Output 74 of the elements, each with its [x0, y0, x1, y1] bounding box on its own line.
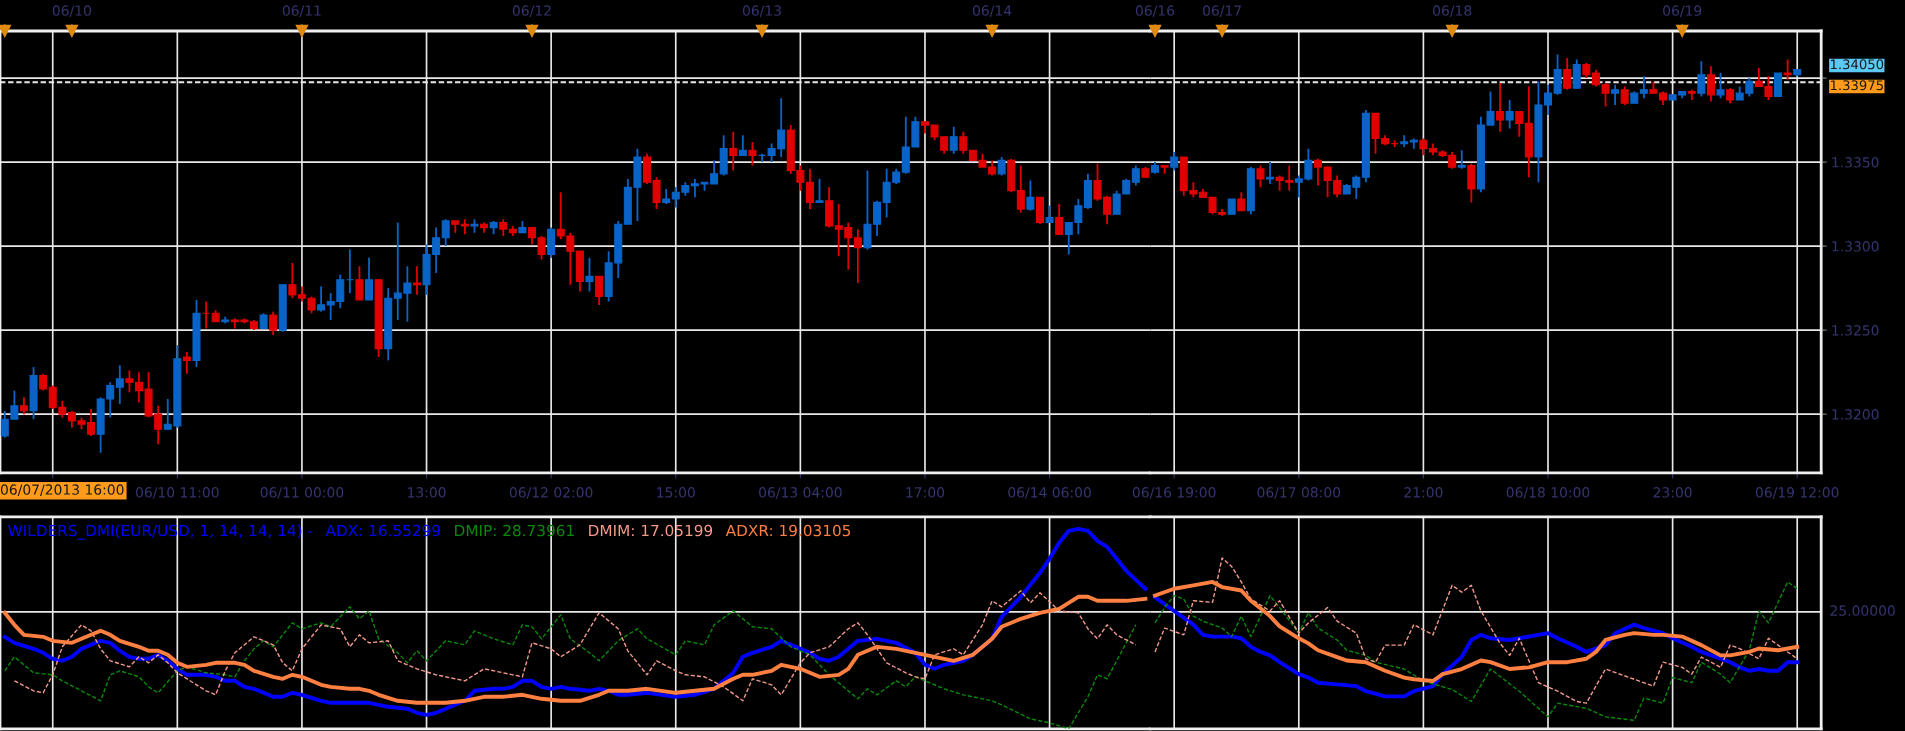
candlestick [1256, 164, 1265, 189]
candlestick [585, 256, 594, 293]
candlestick [1170, 151, 1179, 172]
text: 06/07/2013 16:00 [0, 484, 124, 496]
candlestick [805, 167, 814, 211]
x-tick-label: 06/13 04:00 [759, 487, 842, 499]
candlestick [1026, 179, 1035, 212]
text: 25.00000 [1830, 605, 1895, 616]
candlestick [1639, 75, 1648, 100]
candlestick [738, 134, 747, 157]
candlestick [441, 218, 450, 247]
x-tick-label: 17:00 [906, 487, 945, 498]
x-tick-label: 06/12 02:00 [509, 487, 593, 499]
y-tick-label: 1.3250 [1832, 325, 1879, 336]
y-tick-label: 1.3300 [1832, 241, 1879, 252]
x2-tick-label: 06/16 [1135, 5, 1175, 17]
candlestick [1505, 98, 1514, 130]
candlestick [1237, 191, 1246, 212]
candlestick [1266, 161, 1275, 185]
candlestick [412, 265, 421, 296]
y-tick-label: 1.3200 [1832, 409, 1879, 420]
candlestick [1515, 110, 1524, 138]
candlestick [1611, 83, 1620, 106]
x2-tick-label: 06/11 [282, 5, 321, 17]
candlestick [365, 256, 374, 301]
x-tick-label: 06/14 06:00 [1008, 487, 1091, 499]
candlestick [1563, 56, 1572, 91]
candlestick [853, 228, 862, 284]
x-tick-label: 06/16 19:00 [1132, 487, 1216, 499]
candlestick [1697, 60, 1706, 98]
candlestick [288, 261, 297, 300]
candlestick [115, 364, 124, 405]
candlestick [1774, 72, 1783, 98]
text: 1.34050 [1830, 59, 1884, 70]
candlestick [355, 265, 364, 301]
candlestick [1716, 72, 1725, 100]
ref-line-label: 1.33975 [1830, 80, 1883, 91]
candlestick [997, 156, 1006, 177]
x-tick-label: 06/10 11:00 [136, 487, 219, 499]
candlestick [729, 130, 738, 172]
candlestick [748, 141, 757, 167]
x2-tick-label: 06/18 [1433, 5, 1472, 17]
candlestick [959, 130, 968, 155]
x-tick-label: 23:00 [1653, 487, 1692, 498]
candlestick [1496, 82, 1505, 133]
candlestick [1467, 162, 1476, 204]
candlestick [595, 275, 604, 306]
x2-tick-label: 06/19 [1663, 5, 1702, 17]
x-tick-label: 06/11 00:00 [260, 487, 344, 499]
x-tick-label: 15:00 [657, 487, 695, 498]
x-tick-label: 21:00 [1404, 487, 1443, 498]
candlestick [1055, 203, 1064, 236]
x2-tick-label: 06/10 [52, 5, 91, 17]
x-tick-label: 06/18 10:00 [1506, 487, 1590, 499]
candlestick [182, 351, 191, 375]
candlestick [1016, 164, 1025, 214]
candlestick [1131, 164, 1140, 187]
x-tick-label: 06/19 12:00 [1755, 487, 1839, 499]
candlestick [1620, 85, 1629, 106]
candlestick [1572, 58, 1581, 90]
y-tick-label: 1.3350 [1832, 157, 1879, 168]
candlestick [815, 177, 824, 204]
candlestick [949, 125, 958, 155]
x2-tick-label: 06/17 [1203, 5, 1241, 17]
x2-tick-label: 06/12 [512, 5, 551, 17]
x2-tick-label: 06/13 [742, 5, 781, 17]
x-tick-label: 13:00 [408, 487, 446, 498]
candlestick [269, 310, 278, 337]
candlestick [1457, 149, 1466, 170]
candlestick [1783, 58, 1792, 81]
x2-tick-label: 06/14 [972, 5, 1012, 17]
x-tick-label: 06/17 08:00 [1257, 487, 1341, 499]
candlestick [317, 285, 326, 313]
candlestick [1706, 65, 1715, 103]
